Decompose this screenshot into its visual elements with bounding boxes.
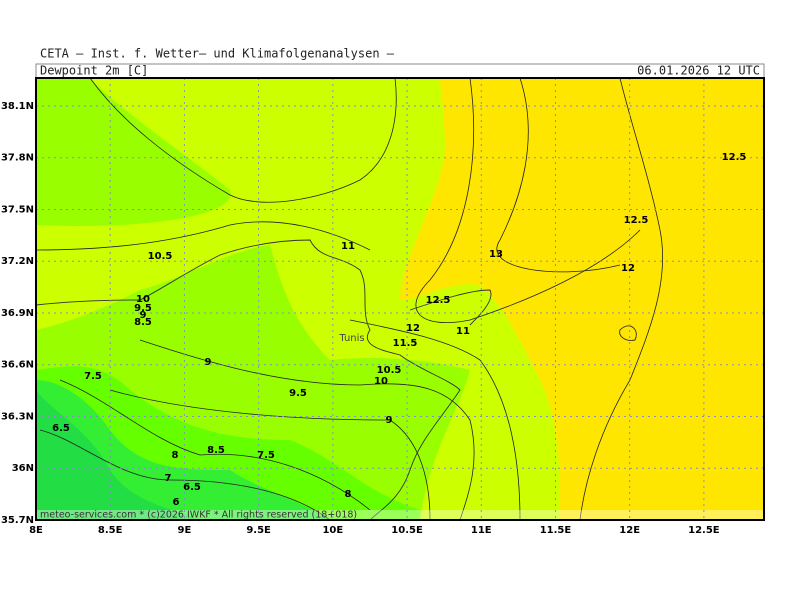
contour-label: 12.5: [624, 215, 649, 226]
isoline: [139, 339, 475, 520]
y-tick-label: 37.2N: [1, 256, 34, 267]
y-tick-label: 35.7N: [1, 515, 34, 526]
contour-label: 6.5: [52, 423, 70, 434]
contour-label: 6: [173, 497, 180, 508]
isoline: [59, 379, 371, 511]
isoline: [89, 78, 397, 203]
contour-label: 10.5: [148, 251, 173, 262]
contour-label: 8: [172, 450, 179, 461]
contour-label: 12: [621, 263, 635, 274]
contour-label: 10.5: [377, 365, 402, 376]
institute: CETA – Inst. f. Wetter– und Klimafolgena…: [40, 47, 395, 61]
isoline: [109, 389, 431, 520]
contour-label: 9.5: [134, 303, 152, 314]
contour-label: 7.5: [257, 450, 275, 461]
isoline: [415, 78, 641, 323]
fill-low: [36, 390, 200, 520]
contour-label: 11: [341, 241, 355, 252]
x-tick-label: 10E: [322, 525, 343, 536]
coastline: [409, 289, 492, 326]
fill-9-10-north: [36, 78, 231, 226]
x-tick-label: 11.5E: [540, 525, 572, 536]
island: [619, 325, 637, 341]
x-tick-label: 8E: [29, 525, 43, 536]
y-tick-label: 37.8N: [1, 153, 34, 164]
contour-label: 12.5: [722, 152, 747, 163]
fill-12-up: [400, 78, 764, 520]
x-tick-label: 12.5E: [688, 525, 720, 536]
contour-label: 13: [489, 249, 503, 260]
x-tick-label: 11E: [471, 525, 492, 536]
contour-label: 7.5: [84, 371, 102, 382]
contour-label: 6.5: [183, 482, 201, 493]
y-tick-label: 36.3N: [1, 411, 34, 422]
contour-label: 10: [136, 294, 150, 305]
footer-band: [36, 510, 764, 520]
contour-label: 7: [165, 473, 172, 484]
contour-label: 11.5: [393, 338, 418, 349]
y-tick-label: 38.1N: [1, 101, 34, 112]
y-tick-label: 36.6N: [1, 360, 34, 371]
x-tick-label: 12E: [619, 525, 640, 536]
footer: meteo-services.com * (c)2026 IWKF * All …: [40, 510, 357, 521]
contour-label: 8: [345, 489, 352, 500]
contour-label: 9: [140, 310, 147, 321]
isoline: [579, 78, 663, 520]
isoline: [36, 221, 371, 251]
y-tick-label: 36N: [12, 463, 34, 474]
contour-label: 9: [205, 357, 212, 368]
isoline: [39, 429, 331, 520]
contour-label: 10: [374, 376, 388, 387]
city-label: Tunis: [338, 333, 364, 344]
contour-label: 8.5: [207, 445, 225, 456]
isoline: [496, 78, 621, 273]
parameter: Dewpoint_2m_[C]: [40, 64, 148, 78]
frame: [35, 77, 765, 521]
x-tick-label: 10.5E: [391, 525, 423, 536]
isoline: [349, 319, 521, 520]
field: [36, 78, 764, 520]
y-tick-label: 37.5N: [1, 204, 34, 215]
coastline: [36, 239, 461, 520]
contour-label: 8.5: [134, 317, 152, 328]
contour-label: 9.5: [289, 388, 307, 399]
x-tick-label: 8.5E: [98, 525, 123, 536]
contour-label: 11: [456, 326, 470, 337]
y-tick-label: 36.9N: [1, 308, 34, 319]
x-tick-label: 9E: [178, 525, 192, 536]
contour-label: 12: [406, 323, 420, 334]
valid-time: 06.01.2026 12 UTC: [637, 64, 760, 78]
x-tick-label: 9.5E: [246, 525, 271, 536]
contour-label: 9: [386, 415, 393, 426]
contour-label: 12.5: [426, 295, 451, 306]
